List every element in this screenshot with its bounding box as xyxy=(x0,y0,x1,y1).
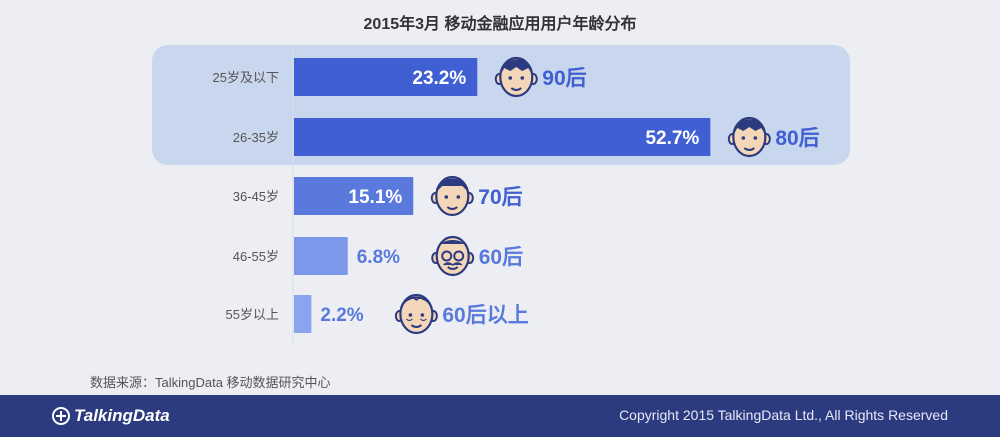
bar xyxy=(294,177,414,215)
mustache-glasses-face-icon xyxy=(431,235,475,277)
chart-area: 2015年3月 移动金融应用用户年龄分布 25岁及以下 23.2% 90后 26-35… xyxy=(90,16,850,390)
generation-label: 80后 xyxy=(775,127,819,150)
footer-bar: TalkingData Copyright 2015 TalkingData L… xyxy=(0,395,1000,437)
bar xyxy=(294,295,312,333)
bar-chart: 25岁及以下 23.2% 90后 26-35岁 52.7% 80后 36-45岁 15.1% 7… xyxy=(152,42,850,345)
bar xyxy=(294,118,711,156)
logo-mark-icon xyxy=(52,407,70,425)
logo-text: TalkingData xyxy=(74,406,170,425)
generation-label: 90后 xyxy=(542,67,586,90)
value-label: 52.7% xyxy=(645,128,699,149)
category-label: 36-45岁 xyxy=(233,189,279,204)
young-face-icon xyxy=(494,56,538,98)
category-label: 55岁以上 xyxy=(226,307,279,322)
category-label: 25岁及以下 xyxy=(213,70,279,85)
middle-age-face-icon xyxy=(430,175,474,217)
generation-label: 70后 xyxy=(478,186,522,209)
bar xyxy=(294,58,478,96)
young-adult-face-icon xyxy=(727,116,771,158)
bar xyxy=(294,237,348,275)
generation-label: 60后 xyxy=(479,246,523,269)
copyright-text: Copyright 2015 TalkingData Ltd., All Rig… xyxy=(619,407,948,423)
value-label: 2.2% xyxy=(320,305,363,326)
elderly-face-icon xyxy=(394,293,438,335)
talkingdata-logo: TalkingData xyxy=(52,405,170,427)
category-label: 46-55岁 xyxy=(233,249,279,264)
chart-title: 2015年3月 移动金融应用用户年龄分布 xyxy=(363,16,637,33)
category-label: 26-35岁 xyxy=(233,130,279,145)
value-label: 6.8% xyxy=(357,247,400,268)
value-label: 23.2% xyxy=(412,68,466,89)
value-label: 15.1% xyxy=(348,187,402,208)
data-source-note: 数据来源：TalkingData 移动数据研究中心 xyxy=(90,375,331,390)
generation-label: 60后以上 xyxy=(442,304,528,327)
